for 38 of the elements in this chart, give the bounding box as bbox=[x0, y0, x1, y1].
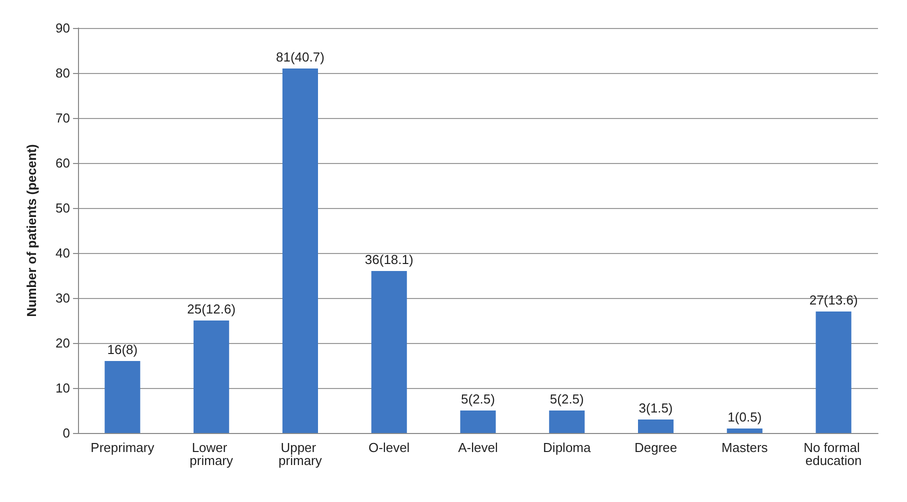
data-label: 1(0.5) bbox=[728, 410, 762, 424]
y-tick-label: 40 bbox=[56, 246, 70, 260]
data-label: 27(13.6) bbox=[809, 292, 858, 308]
data-label: 5(2.5) bbox=[550, 392, 584, 406]
y-tick-label: 60 bbox=[56, 156, 70, 170]
x-tick-label: Diploma bbox=[543, 440, 592, 455]
x-tick-label: O-level bbox=[368, 440, 410, 455]
x-tick-label: Lower primary bbox=[190, 440, 234, 468]
x-tick-label: No formal education bbox=[804, 440, 864, 468]
y-tick-label: 70 bbox=[56, 110, 70, 126]
data-label: 5(2.5) bbox=[461, 392, 495, 406]
bar bbox=[638, 420, 674, 433]
bar bbox=[460, 410, 496, 433]
y-tick-label: 0 bbox=[62, 426, 70, 440]
bar bbox=[194, 320, 230, 433]
data-label: 16(8) bbox=[107, 342, 138, 357]
bar bbox=[549, 410, 585, 433]
y-axis-title: Number of patients (pecent) bbox=[24, 144, 39, 317]
data-label: 25(12.6) bbox=[187, 302, 236, 316]
y-tick-label: 90 bbox=[56, 20, 70, 36]
x-tick-label: Upper primary bbox=[278, 440, 322, 468]
bar bbox=[282, 68, 318, 433]
bar bbox=[104, 361, 140, 433]
data-label: 36(18.1) bbox=[364, 252, 414, 267]
y-tick-label: 80 bbox=[56, 66, 70, 80]
y-tick-label: 20 bbox=[56, 336, 70, 350]
x-tick-label: Degree bbox=[634, 440, 678, 455]
x-tick-label: Preprimary bbox=[90, 440, 155, 455]
x-tick-label: Masters bbox=[722, 440, 768, 455]
bar bbox=[726, 428, 762, 433]
x-tick-label: A-level bbox=[458, 440, 498, 455]
y-tick-label: 10 bbox=[56, 380, 70, 396]
y-tick-label: 30 bbox=[56, 290, 70, 306]
y-tick-label: 50 bbox=[56, 200, 70, 216]
bar bbox=[816, 312, 852, 433]
data-label: 81(40.7) bbox=[276, 50, 324, 64]
bar bbox=[371, 271, 407, 433]
data-label: 3(1.5) bbox=[638, 400, 673, 416]
